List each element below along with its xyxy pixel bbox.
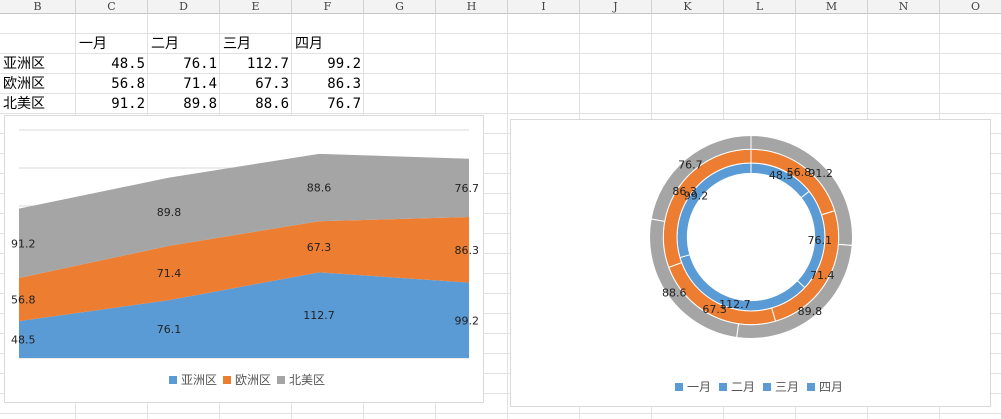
- doughnut-data-label: 88.6: [662, 286, 687, 299]
- area-data-label: 71.4: [157, 267, 182, 280]
- header-cell[interactable]: 四月: [295, 36, 323, 52]
- legend-swatch: [675, 383, 683, 391]
- column-header-m[interactable]: M: [796, 0, 868, 14]
- column-header-h[interactable]: H: [436, 0, 508, 14]
- area-data-label: 48.5: [11, 334, 36, 347]
- header-cell[interactable]: 一月: [79, 36, 107, 52]
- value-cell[interactable]: 56.8: [111, 76, 145, 92]
- legend-swatch: [277, 376, 285, 384]
- area-data-label: 91.2: [11, 237, 36, 250]
- value-cell[interactable]: 86.3: [327, 76, 361, 92]
- value-cell[interactable]: 76.1: [183, 56, 217, 72]
- value-cell[interactable]: 76.7: [327, 96, 361, 112]
- legend-swatch: [223, 376, 231, 384]
- legend-label[interactable]: 一月: [687, 380, 711, 394]
- area-data-label: 56.8: [11, 294, 36, 307]
- stacked-area-chart[interactable]: 48.5 76.1 112.7 99.2 56.8 71.4 67.3 86.3 91.2 89.…: [4, 115, 484, 403]
- column-header-j[interactable]: J: [580, 0, 652, 14]
- column-header-b[interactable]: B: [0, 0, 76, 14]
- area-data-label: 86.3: [455, 244, 480, 257]
- doughnut-data-label: 76.1: [807, 234, 832, 247]
- legend-label[interactable]: 欧洲区: [235, 373, 271, 387]
- value-cell[interactable]: 88.6: [255, 96, 289, 112]
- legend-label[interactable]: 四月: [819, 380, 843, 394]
- row-label-cell[interactable]: 欧洲区: [3, 76, 45, 92]
- doughnut-data-label: 67.3: [702, 303, 727, 316]
- legend-label[interactable]: 三月: [775, 380, 799, 394]
- legend-swatch: [719, 383, 727, 391]
- value-cell[interactable]: 71.4: [183, 76, 217, 92]
- value-cell[interactable]: 112.7: [246, 56, 289, 72]
- value-cell[interactable]: 89.8: [183, 96, 217, 112]
- row-label-cell[interactable]: 亚洲区: [3, 56, 45, 72]
- header-cell[interactable]: 二月: [151, 36, 179, 52]
- doughnut-data-label: 48.5: [769, 169, 794, 182]
- column-header-g[interactable]: G: [364, 0, 436, 14]
- area-series-1[interactable]: [19, 272, 469, 358]
- legend-label[interactable]: 二月: [731, 380, 755, 394]
- column-header-k[interactable]: K: [652, 0, 724, 14]
- doughnut-segment[interactable]: [650, 135, 752, 222]
- doughnut-data-label: 71.4: [810, 269, 835, 282]
- legend-swatch: [807, 383, 815, 391]
- area-series-2[interactable]: [19, 217, 469, 322]
- doughnut-chart-svg: 48.5 76.1 112.7 99.2 56.8 71.4 67.3 86.3 91.2 89.…: [649, 135, 853, 394]
- area-data-label: 67.3: [307, 241, 332, 254]
- column-header-i[interactable]: I: [508, 0, 580, 14]
- column-header-o[interactable]: O: [940, 0, 1001, 14]
- area-data-label: 88.6: [307, 182, 332, 195]
- value-cell[interactable]: 91.2: [111, 96, 145, 112]
- area-series-3[interactable]: [19, 153, 469, 278]
- doughnut-data-label: 56.8: [787, 166, 812, 179]
- doughnut-data-label: 89.8: [798, 305, 823, 318]
- doughnut-data-label: 99.2: [684, 190, 709, 203]
- area-chart-svg: 48.5 76.1 112.7 99.2 56.8 71.4 67.3 86.3 91.2 89.…: [11, 129, 480, 387]
- doughnut-chart[interactable]: 48.5 76.1 112.7 99.2 56.8 71.4 67.3 86.3 91.2 89.…: [510, 119, 991, 407]
- column-header-n[interactable]: N: [868, 0, 940, 14]
- legend-label[interactable]: 北美区: [289, 373, 325, 387]
- legend-label[interactable]: 亚洲区: [181, 373, 217, 387]
- area-data-label: 99.2: [455, 314, 480, 327]
- doughnut-data-label: 112.7: [719, 298, 751, 311]
- legend-swatch: [763, 383, 771, 391]
- area-data-label: 76.7: [455, 182, 480, 195]
- doughnut-data-label: 91.2: [808, 167, 833, 180]
- column-header-d[interactable]: D: [148, 0, 220, 14]
- column-header-l[interactable]: L: [724, 0, 796, 14]
- value-cell[interactable]: 67.3: [255, 76, 289, 92]
- area-data-label: 112.7: [303, 309, 335, 322]
- header-cell[interactable]: 三月: [223, 36, 251, 52]
- column-header-f[interactable]: F: [292, 0, 364, 14]
- area-data-label: 89.8: [157, 206, 182, 219]
- area-data-label: 76.1: [157, 323, 182, 336]
- value-cell[interactable]: 99.2: [327, 56, 361, 72]
- value-cell[interactable]: 48.5: [111, 56, 145, 72]
- row-label-cell[interactable]: 北美区: [3, 96, 45, 112]
- doughnut-data-label: 86.3: [672, 185, 697, 198]
- doughnut-data-label: 76.7: [678, 158, 703, 171]
- column-header-e[interactable]: E: [220, 0, 292, 14]
- column-header-c[interactable]: C: [76, 0, 148, 14]
- legend-swatch: [169, 376, 177, 384]
